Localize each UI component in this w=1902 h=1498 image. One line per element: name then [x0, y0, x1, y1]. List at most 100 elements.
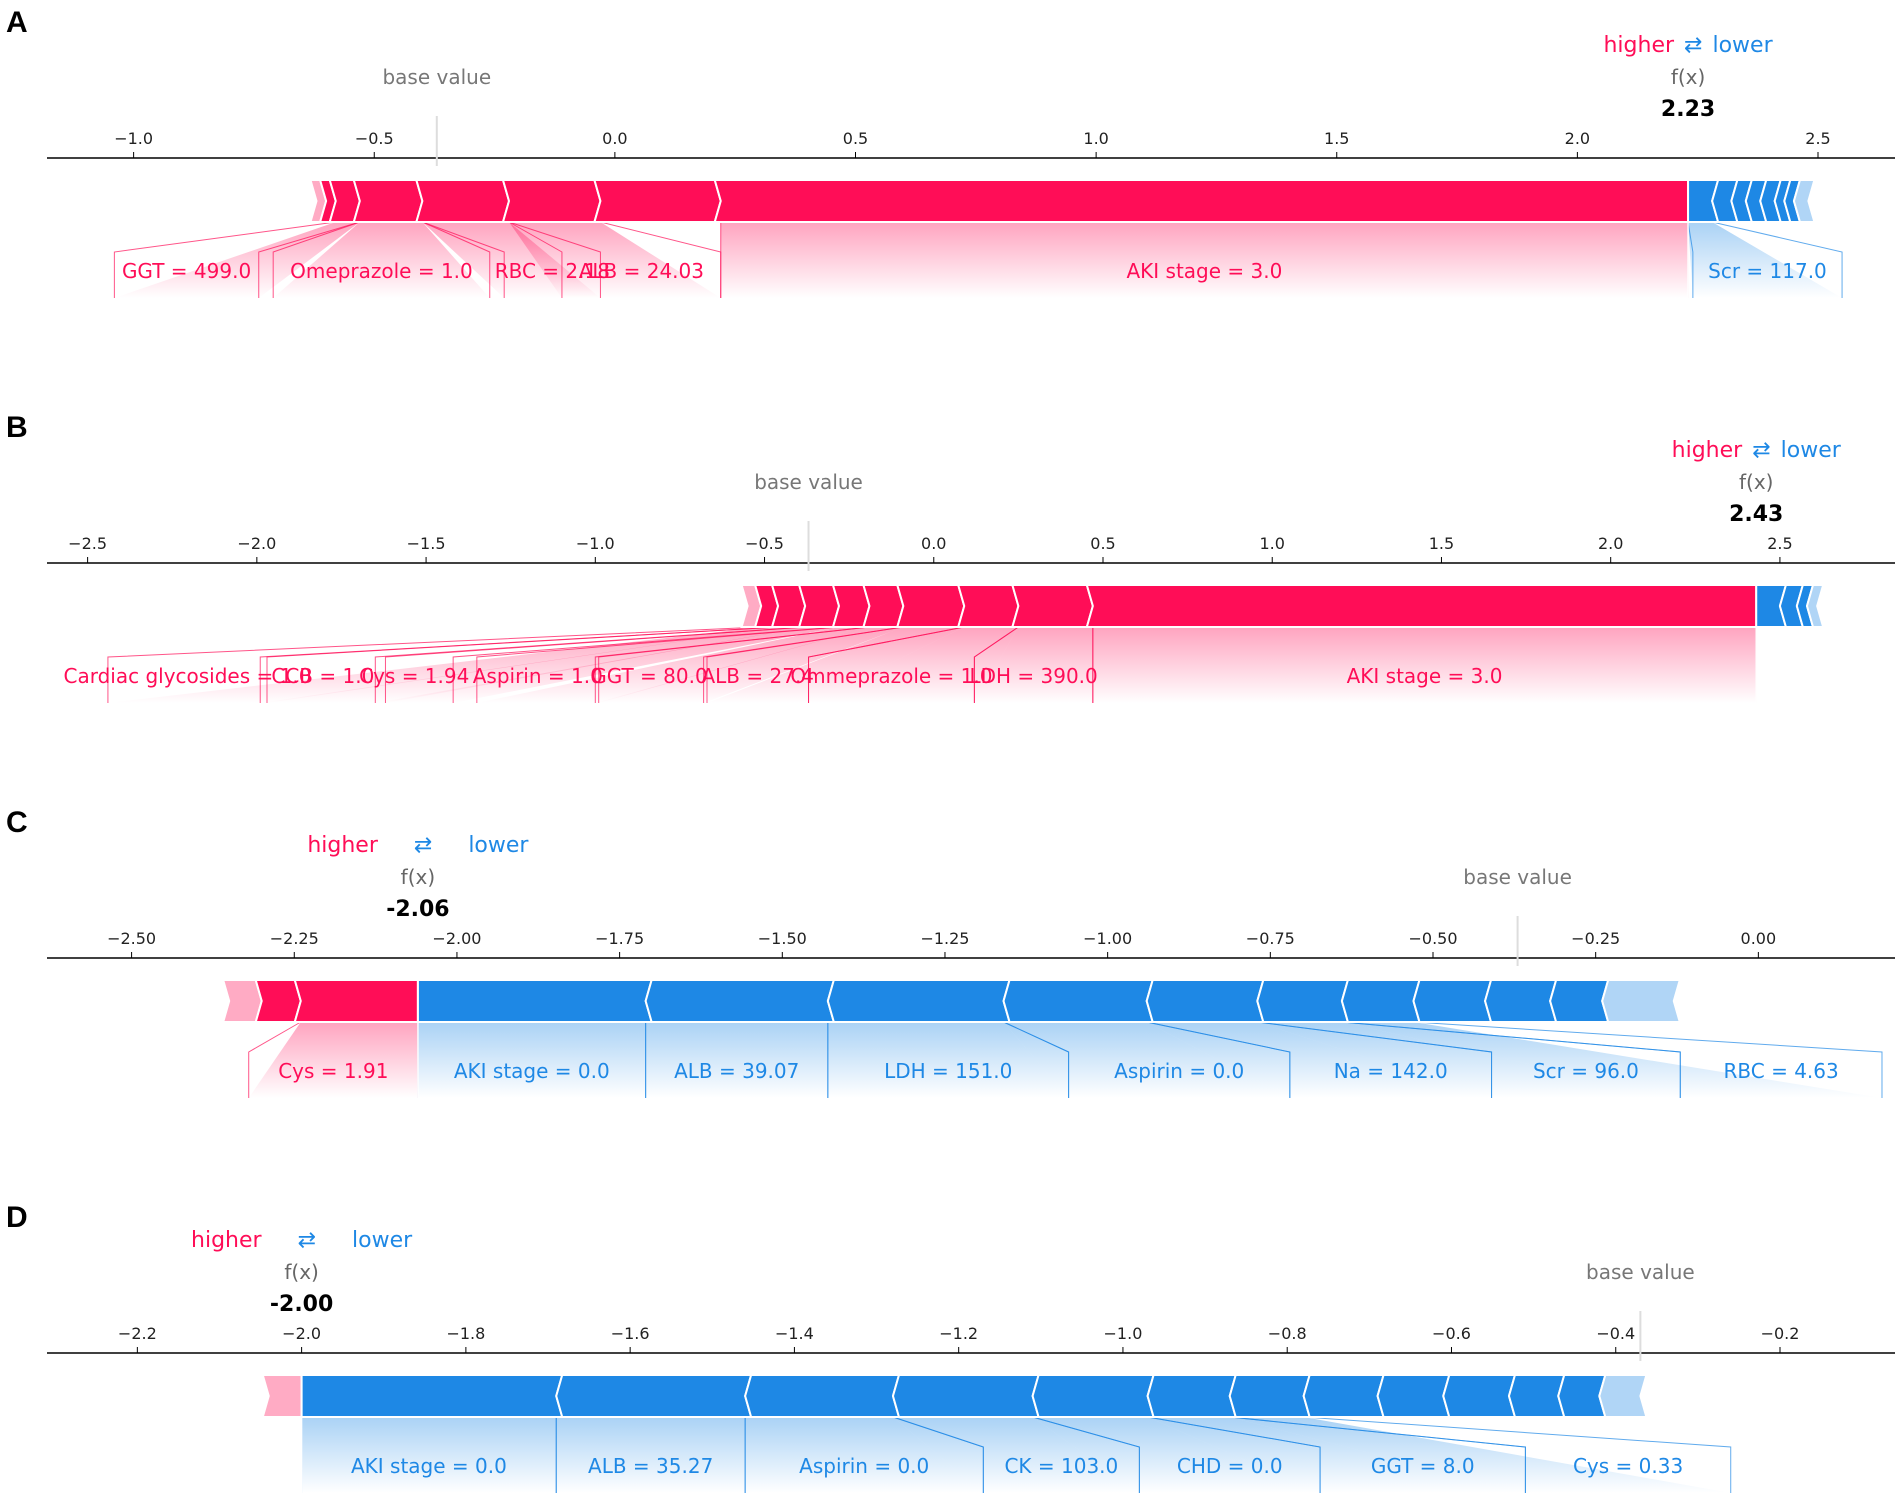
feature-label: ALB = 39.07	[674, 1059, 799, 1083]
x-tick-label: −1.6	[611, 1324, 650, 1343]
x-tick-label: −0.5	[745, 534, 784, 553]
legend-lower: lower	[468, 833, 529, 858]
legend-arrows-icon: ⇄	[414, 833, 432, 858]
feature-guide-line	[272, 221, 360, 298]
positive-bar-segment	[895, 584, 966, 628]
positive-bar-segment	[254, 979, 302, 1023]
x-tick-label: −1.25	[920, 929, 969, 948]
legend-higher: higher	[1603, 33, 1674, 58]
feature-label: ALB = 27.4	[701, 664, 814, 688]
negative-bar-segment	[1557, 1374, 1607, 1418]
feature-label: Cys = 1.91	[278, 1059, 388, 1083]
x-tick-label: −1.2	[939, 1324, 978, 1343]
x-tick-label: 1.5	[1429, 534, 1454, 553]
feature-guide-line	[1687, 221, 1694, 298]
x-tick-label: −0.75	[1246, 929, 1295, 948]
x-tick-label: −2.00	[432, 929, 481, 948]
feature-guide-line	[476, 626, 840, 703]
x-tick-label: −0.50	[1408, 929, 1457, 948]
feature-guide-line	[808, 626, 965, 703]
panel-letter-d: D	[6, 1201, 28, 1234]
feature-wedge	[273, 222, 490, 298]
negative-bar-segment	[1442, 1374, 1517, 1418]
feature-guide-line	[1229, 1416, 1526, 1493]
feature-label: AKI stage = 0.0	[454, 1059, 610, 1083]
legend-higher: higher	[191, 1228, 262, 1253]
feature-wedge	[1147, 1417, 1526, 1493]
legend: higher ⇄ lower	[1603, 33, 1773, 58]
negative-bar-segment	[1412, 979, 1493, 1023]
negative-bar-segment	[1598, 1374, 1648, 1418]
positive-bar-segment	[956, 584, 1020, 628]
negative-bar-segment	[555, 1374, 753, 1418]
base-value-label: base value	[382, 65, 491, 89]
x-tick-label: −1.4	[775, 1324, 814, 1343]
feature-label: CCB = 1.0	[271, 664, 374, 688]
panel-letter-c: C	[6, 806, 28, 839]
feature-wedge	[720, 222, 1689, 298]
x-tick-label: −0.25	[1571, 929, 1620, 948]
feature-label: Cys = 0.33	[1573, 1454, 1683, 1478]
x-tick-label: 0.5	[1090, 534, 1115, 553]
feature-wedge	[556, 1417, 746, 1493]
x-tick-label: −2.0	[282, 1324, 321, 1343]
x-tick-label: 0.5	[843, 129, 868, 148]
negative-bar-segment	[1340, 979, 1421, 1023]
fx-value: 2.43	[1729, 502, 1783, 527]
positive-bar-segment	[831, 584, 871, 628]
feature-label: ALB = 24.03	[579, 259, 704, 283]
feature-guide-line	[1146, 1021, 1291, 1098]
base-value-label: base value	[1463, 865, 1572, 889]
legend: higher ⇄ lower	[307, 833, 529, 858]
negative-bar-segment	[1507, 1374, 1566, 1418]
x-tick-label: 2.0	[1565, 129, 1590, 148]
feature-label: Aspirin = 0.0	[799, 1454, 929, 1478]
panel-b: B −2.5 −2.0 −1.5 −1.0 −0.5 0.0 0.5 1.0 1.5 2.0 2.5 b…	[6, 411, 1895, 703]
feature-wedge	[114, 222, 360, 298]
x-tick-label: −1.75	[595, 929, 644, 948]
fx-value: 2.23	[1661, 97, 1715, 122]
x-tick-label: −2.0	[237, 534, 276, 553]
positive-bar-segment	[352, 179, 424, 223]
positive-bar-segment	[293, 979, 419, 1023]
feature-wedge	[1257, 1022, 1681, 1098]
positive-bar-segment	[797, 584, 841, 628]
x-tick-label: 2.5	[1767, 534, 1792, 553]
negative-bar-segment	[300, 1374, 564, 1418]
positive-bar-segment	[261, 1374, 303, 1418]
negative-bar-segment	[1805, 584, 1825, 628]
feature-guide-line	[892, 1416, 984, 1493]
base-value-label: base value	[1586, 1260, 1695, 1284]
negative-bar-segment	[826, 979, 1011, 1023]
feature-wedge	[1146, 1022, 1492, 1098]
legend-arrows-icon: ⇄	[1752, 438, 1770, 463]
legend-arrows-icon: ⇄	[298, 1228, 316, 1253]
negative-bar-segment	[1146, 1374, 1238, 1418]
feature-guide-line	[1712, 221, 1843, 298]
negative-bar-segment	[744, 1374, 901, 1418]
feature-guide-line	[248, 1021, 302, 1098]
feature-wedge	[892, 1417, 1140, 1493]
x-tick-label: 0.00	[1741, 929, 1777, 948]
negative-bar-segment	[1601, 979, 1682, 1023]
x-tick-label: 1.0	[1083, 129, 1108, 148]
panel-letter-a: A	[6, 6, 28, 39]
x-tick-label: −0.5	[355, 129, 394, 148]
positive-bar-segment	[862, 584, 905, 628]
feature-guide-line	[1303, 1416, 1732, 1493]
feature-label: Cys = 1.94	[359, 664, 469, 688]
feature-wedge	[248, 1022, 418, 1098]
feature-wedge	[260, 627, 806, 703]
legend-lower: lower	[352, 1228, 413, 1253]
legend-lower: lower	[1781, 438, 1842, 463]
negative-bar-segment	[1549, 979, 1610, 1023]
feature-label: Omeprazole = 1.0	[290, 259, 473, 283]
feature-label: GGT = 80.0	[591, 664, 708, 688]
x-tick-label: 1.5	[1324, 129, 1349, 148]
x-tick-label: −1.0	[114, 129, 153, 148]
feature-label: AKI stage = 3.0	[1347, 664, 1503, 688]
feature-label: ALB = 35.27	[588, 1454, 713, 1478]
negative-bar-segment	[1145, 979, 1265, 1023]
x-tick-label: 1.0	[1260, 534, 1285, 553]
